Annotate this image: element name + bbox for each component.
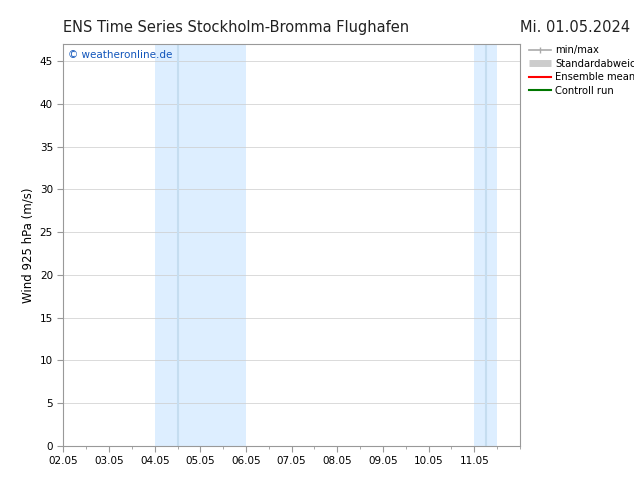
Text: © weatheronline.de: © weatheronline.de: [68, 50, 172, 60]
Legend: min/max, Standardabweichung, Ensemble mean run, Controll run: min/max, Standardabweichung, Ensemble me…: [529, 45, 634, 96]
Y-axis label: Wind 925 hPa (m/s): Wind 925 hPa (m/s): [21, 187, 34, 303]
Bar: [474, 44, 497, 446]
Bar: [155, 44, 246, 446]
Text: Mi. 01.05.2024 15 UTC: Mi. 01.05.2024 15 UTC: [520, 20, 634, 35]
Text: ENS Time Series Stockholm-Bromma Flughafen: ENS Time Series Stockholm-Bromma Flughaf…: [63, 20, 410, 35]
